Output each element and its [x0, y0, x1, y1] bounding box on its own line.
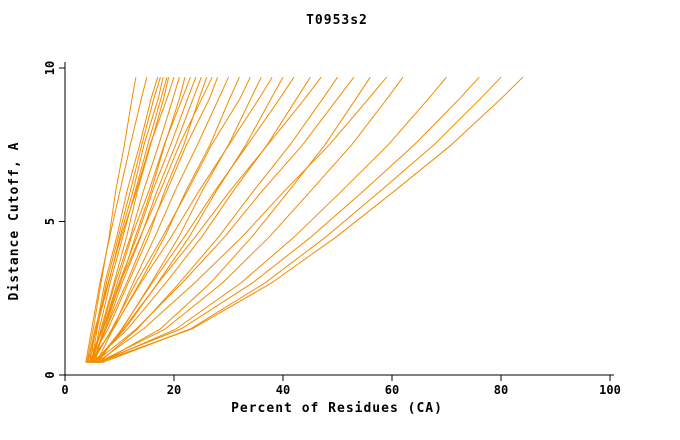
y-tick-label: 10: [43, 61, 57, 75]
model-curve: [91, 77, 202, 363]
x-tick-label: 80: [494, 383, 508, 397]
x-tick-label: 0: [61, 383, 68, 397]
model-curve: [97, 76, 295, 363]
x-tick-label: 60: [385, 383, 399, 397]
model-curve: [86, 77, 137, 363]
y-tick-label: 5: [43, 218, 57, 225]
model-curve: [99, 76, 447, 364]
model-curve: [100, 76, 371, 364]
model-curve: [96, 76, 387, 364]
model-curve: [91, 77, 170, 363]
model-curve: [91, 77, 161, 363]
model-curve: [95, 76, 480, 364]
chart-title: T0953s2: [306, 13, 368, 28]
x-tick-label: 100: [599, 383, 621, 397]
model-curve: [89, 77, 197, 363]
model-curves: [85, 76, 524, 364]
model-curve: [91, 76, 311, 364]
model-curve: [98, 76, 524, 364]
model-curve: [92, 77, 168, 363]
tick-marks-and-labels: 0 20 40 60 80 100 0 5 10: [43, 61, 621, 397]
x-tick-label: 40: [276, 383, 290, 397]
model-curve: [90, 77, 180, 363]
y-axis-label: Distance Cutoff, A: [7, 142, 22, 301]
model-curve: [89, 77, 219, 363]
model-curve: [93, 76, 284, 364]
x-axis-label: Percent of Residues (CA): [231, 401, 443, 416]
x-tick-label: 20: [167, 383, 181, 397]
model-curve: [85, 77, 148, 363]
model-curve: [97, 76, 404, 364]
y-tick-label: 0: [43, 371, 57, 378]
model-curve: [95, 76, 322, 364]
model-curve: [101, 76, 502, 364]
model-curve: [94, 76, 355, 364]
model-curve: [94, 76, 262, 364]
model-curve: [92, 76, 213, 363]
model-curve: [90, 76, 273, 363]
model-curve: [91, 76, 251, 363]
model-curve: [86, 77, 186, 363]
